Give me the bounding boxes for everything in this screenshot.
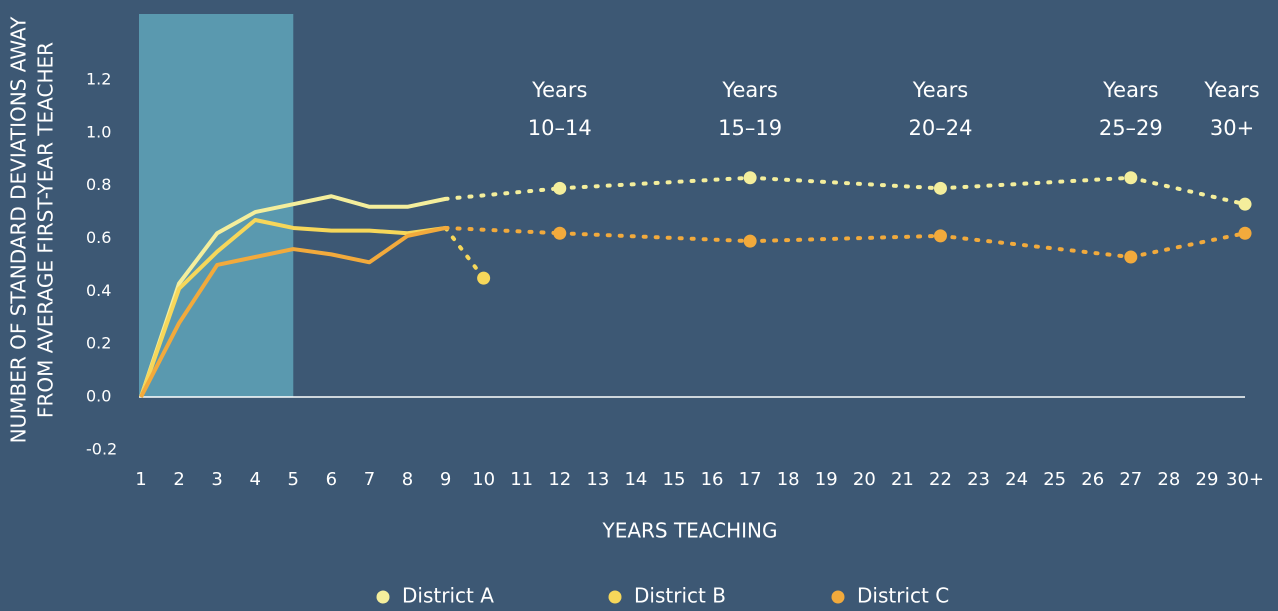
data-point [1238, 197, 1252, 211]
y-tick-label: 1.2 [86, 70, 111, 89]
legend-marker [376, 590, 390, 604]
x-tick-label: 17 [739, 469, 762, 490]
legend-label: District A [402, 584, 494, 608]
x-tick-label: 4 [249, 469, 260, 490]
series-line [139, 194, 446, 398]
x-tick-label: 13 [586, 469, 609, 490]
y-tick-label: 0.4 [86, 281, 111, 300]
y-tick-label: 0.2 [86, 334, 111, 353]
dotted-segment [748, 175, 943, 191]
x-tick-label: 12 [548, 469, 571, 490]
x-tick-label: 18 [777, 469, 800, 490]
annotation: 15–19 [718, 116, 782, 140]
series-line [139, 225, 446, 398]
x-tick-label: 6 [326, 469, 337, 490]
x-tick-label: 21 [891, 469, 914, 490]
legend-label: District B [634, 584, 726, 608]
data-point [1124, 250, 1138, 264]
y-tick-label: 0.8 [86, 175, 111, 194]
legend-label: District C [857, 584, 949, 608]
dotted-segment [443, 186, 562, 201]
y-tick-label: -0.2 [86, 439, 117, 458]
annotation: 30+ [1210, 116, 1254, 140]
annotation: Years [912, 78, 968, 102]
annotation: Years [1102, 78, 1158, 102]
x-tick-label: 28 [1157, 469, 1180, 490]
y-tick-label: 1.0 [86, 122, 111, 141]
x-tick-label: 14 [624, 469, 647, 490]
dotted-segment [1128, 175, 1248, 207]
x-tick-label: 7 [364, 469, 375, 490]
x-tick-label: 27 [1119, 469, 1142, 490]
data-point [553, 181, 567, 195]
dotted-segment [557, 175, 753, 191]
x-tick-label: 29 [1196, 469, 1219, 490]
x-tick-label: 1 [135, 469, 146, 490]
y-tick-label: 0.0 [86, 387, 111, 406]
x-tick-label: 5 [288, 469, 299, 490]
y-axis-label-line: NUMBER OF STANDARD DEVIATIONS AWAY [7, 16, 31, 443]
dotted-segment [748, 233, 943, 244]
x-tick-label: 2 [173, 469, 184, 490]
annotation: 20–24 [908, 116, 972, 140]
annotation: 25–29 [1099, 116, 1163, 140]
dotted-segment [443, 225, 486, 281]
annotation: Years [531, 78, 587, 102]
legend-marker [831, 590, 845, 604]
annotation: 10–14 [528, 116, 592, 140]
dotted-segment [443, 225, 562, 236]
x-tick-label: 10 [472, 469, 495, 490]
x-tick-label: 9 [440, 469, 451, 490]
x-tick-label: 16 [701, 469, 724, 490]
x-tick-label: 20 [853, 469, 876, 490]
annotation: Years [721, 78, 777, 102]
x-tick-label: 8 [402, 469, 413, 490]
x-tick-label: 30+ [1226, 469, 1264, 490]
data-point [743, 171, 757, 185]
y-axis-label: NUMBER OF STANDARD DEVIATIONS AWAY FROM … [7, 16, 58, 443]
y-tick-label: 0.6 [86, 228, 111, 247]
x-tick-label: 11 [510, 469, 533, 490]
y-axis-label-line: FROM AVERAGE FIRST-YEAR TEACHER [34, 42, 58, 418]
x-tick-label: 22 [929, 469, 952, 490]
data-point [477, 271, 491, 285]
dotted-segment [938, 233, 1133, 260]
x-axis-label: YEARS TEACHING [601, 519, 777, 543]
data-point [1238, 226, 1252, 240]
data-point [553, 226, 567, 240]
legend-marker [608, 590, 622, 604]
data-point [1124, 171, 1138, 185]
x-tick-label: 23 [967, 469, 990, 490]
x-tick-label: 24 [1005, 469, 1028, 490]
x-tick-label: 3 [211, 469, 222, 490]
series-line [139, 218, 446, 398]
x-tick-label: 26 [1081, 469, 1104, 490]
x-tick-label: 15 [663, 469, 686, 490]
data-point [933, 229, 947, 243]
x-tick-label: 25 [1043, 469, 1066, 490]
data-point [743, 234, 757, 248]
annotation: Years [1203, 78, 1259, 102]
dotted-segment [1128, 231, 1248, 260]
dotted-segment [938, 175, 1133, 191]
data-point [933, 181, 947, 195]
dotted-segment [557, 231, 753, 244]
x-tick-label: 19 [815, 469, 838, 490]
